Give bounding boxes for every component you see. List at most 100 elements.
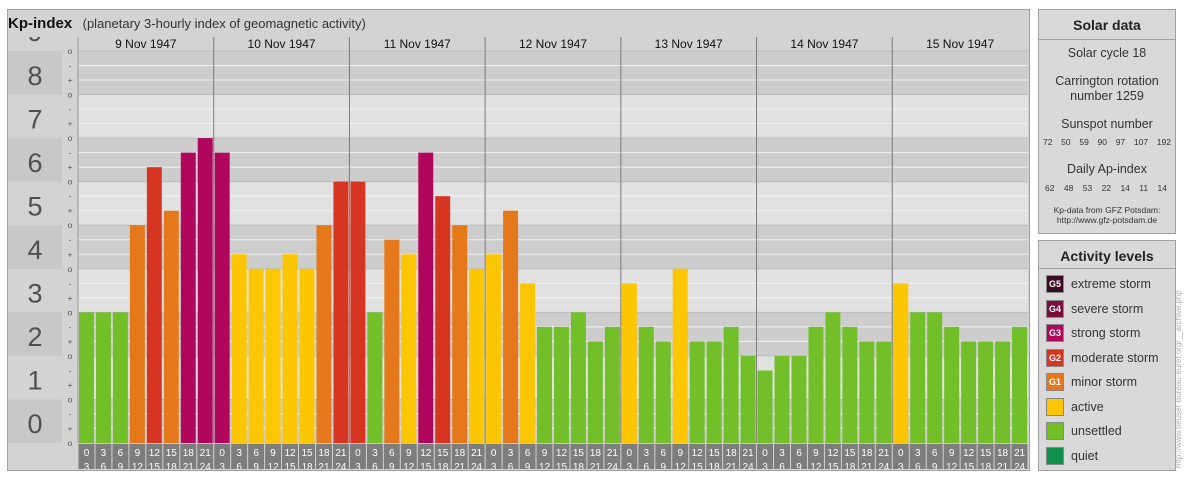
- kp-bar-chart: 0123456789o+-o+-o+-o+-o+-o+-o+-o+-o+-o9 …: [8, 37, 1028, 469]
- minor-mark: o: [68, 220, 73, 230]
- hour-cell: [672, 444, 689, 469]
- ap-title: Daily Ap-index: [1067, 162, 1147, 176]
- kp-bar: [723, 326, 739, 443]
- hour-start-label: 21: [335, 448, 347, 459]
- legend-item: unsettled: [1046, 421, 1122, 441]
- minor-mark: o: [68, 90, 73, 100]
- kp-bar: [740, 355, 756, 443]
- kp-bar: [367, 312, 383, 443]
- hour-end-label: 24: [200, 462, 212, 469]
- kp-bar: [604, 326, 620, 443]
- hour-cell: [1011, 444, 1028, 469]
- minor-mark: -: [69, 235, 72, 245]
- hour-end-label: 15: [556, 462, 568, 469]
- hour-cell: [129, 444, 146, 469]
- minor-mark: o: [68, 46, 73, 56]
- day-label: 14 Nov 1947: [790, 37, 858, 51]
- hour-start-label: 0: [355, 448, 361, 459]
- hour-start-label: 15: [980, 448, 992, 459]
- y-axis-band: [8, 399, 62, 443]
- hour-end-label: 21: [861, 462, 873, 469]
- kp-bar: [282, 254, 298, 443]
- kp-bar: [554, 326, 569, 443]
- kp-bar: [876, 341, 892, 443]
- plot-band: [78, 181, 1028, 226]
- chart-title-row: Kp-index (planetary 3-hourly index of ge…: [8, 15, 1028, 33]
- minor-mark: o: [68, 394, 73, 404]
- ap-value: 14: [1157, 183, 1167, 193]
- hour-cell: [468, 444, 485, 469]
- hour-cell: [604, 444, 621, 469]
- legend-label: active: [1071, 399, 1104, 414]
- hour-cell: [553, 444, 570, 469]
- y-axis-band: [8, 51, 62, 95]
- legend-swatch: [1046, 422, 1064, 440]
- hour-end-label: 24: [878, 462, 890, 469]
- hour-start-label: 3: [915, 448, 921, 459]
- ap-value: 48: [1063, 183, 1074, 193]
- kp-bar: [180, 152, 196, 443]
- minor-mark: +: [68, 119, 73, 129]
- kp-bar: [910, 312, 926, 443]
- hour-start-label: 12: [556, 448, 568, 459]
- legend-label: severe storm: [1071, 301, 1144, 316]
- ap-value: 22: [1101, 183, 1112, 193]
- hour-cell: [78, 444, 95, 469]
- legend-item: quiet: [1046, 446, 1098, 466]
- minor-mark: +: [68, 206, 73, 216]
- hour-end-label: 6: [372, 462, 378, 469]
- hour-end-label: 24: [335, 462, 347, 469]
- minor-mark: -: [69, 322, 72, 332]
- hour-start-label: 6: [118, 448, 124, 459]
- hour-end-label: 15: [692, 462, 704, 469]
- kp-bar: [706, 341, 722, 443]
- hour-end-label: 24: [743, 462, 755, 469]
- kp-bar: [961, 341, 977, 443]
- minor-mark: o: [68, 438, 73, 448]
- hour-start-label: 18: [454, 448, 466, 459]
- legend-item: G1 minor storm: [1046, 372, 1137, 392]
- y-tick-label: 7: [27, 104, 42, 134]
- hour-end-label: 3: [84, 462, 90, 469]
- hour-start-label: 6: [525, 448, 531, 459]
- hour-start-label: 6: [796, 448, 802, 459]
- kp-bar: [95, 312, 111, 443]
- ap-value: 14: [1120, 183, 1130, 193]
- minor-mark: -: [69, 191, 72, 201]
- hour-end-label: 6: [236, 462, 242, 469]
- activity-levels-title: Activity levels: [1060, 248, 1154, 264]
- hour-start-label: 0: [762, 448, 768, 459]
- y-tick-label: 5: [27, 191, 42, 221]
- hour-start-label: 0: [491, 448, 497, 459]
- kp-bar: [265, 268, 281, 443]
- hour-cell: [536, 444, 553, 469]
- legend-item: G3 strong storm: [1046, 323, 1140, 343]
- ap-value: 53: [1082, 183, 1093, 193]
- hour-end-label: 21: [183, 462, 195, 469]
- hour-cell: [383, 444, 400, 469]
- kp-bar: [655, 341, 671, 443]
- hour-cell: [451, 444, 468, 469]
- hour-start-label: 15: [709, 448, 721, 459]
- sunspot-value: 90: [1097, 137, 1107, 147]
- minor-mark: -: [69, 61, 72, 71]
- kp-bar: [808, 326, 824, 443]
- hour-end-label: 24: [471, 462, 483, 469]
- hour-start-label: 12: [692, 448, 704, 459]
- kp-bar: [384, 239, 400, 443]
- hour-end-label: 12: [675, 462, 687, 469]
- hour-start-label: 6: [253, 448, 259, 459]
- hour-start-label: 15: [301, 448, 313, 459]
- kp-bar: [893, 283, 909, 443]
- hour-end-label: 12: [132, 462, 144, 469]
- minor-mark: o: [68, 177, 73, 187]
- y-tick-label: 3: [27, 279, 42, 309]
- kp-bar: [316, 225, 332, 443]
- hour-cell: [349, 444, 366, 469]
- sunspot-values: 72 50 59 90 97 107 192: [1043, 137, 1171, 147]
- y-tick-label: 2: [27, 322, 42, 352]
- hour-cell: [587, 444, 604, 469]
- y-tick-label: 4: [27, 235, 42, 265]
- hour-cell: [197, 444, 214, 469]
- hour-cell: [774, 444, 790, 469]
